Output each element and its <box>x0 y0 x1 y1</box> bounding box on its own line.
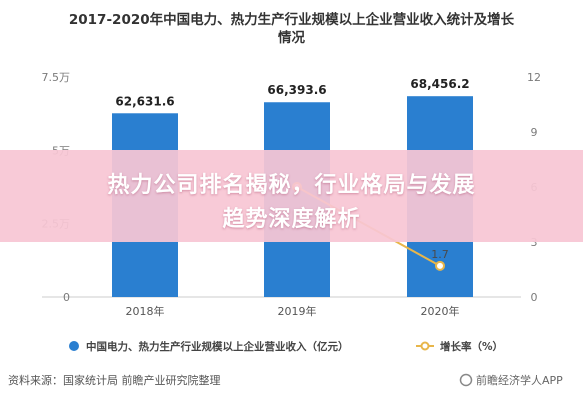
watermark-text: 前瞻经济学人APP <box>476 373 563 387</box>
y-left-tick-label: 7.5万 <box>42 71 71 84</box>
y-right-tick-label: 9 <box>531 126 538 139</box>
x-tick-label: 2018年 <box>126 304 165 318</box>
legend-line-marker-icon <box>420 341 430 351</box>
y-right-tick-label: 12 <box>527 71 541 84</box>
x-tick-label: 2019年 <box>278 304 317 318</box>
bar-data-label: 62,631.6 <box>115 94 174 108</box>
y-left-tick-label: 0 <box>63 291 70 304</box>
banner-line-1: 热力公司排名揭秘，行业格局与发展 <box>107 173 476 198</box>
watermark-logo-icon <box>459 373 473 387</box>
legend: 中国电力、热力生产行业规模以上企业营业收入（亿元） 增长率（%） <box>69 340 503 353</box>
overlay-banner: 热力公司排名揭秘，行业格局与发展 趋势深度解析 <box>0 150 583 242</box>
source-note: 资料来源：国家统计局 前瞻产业研究院整理 <box>8 373 221 387</box>
bar-data-label: 66,393.6 <box>267 83 326 97</box>
y-right-tick-label: 3 <box>531 236 538 249</box>
banner-line-2: 趋势深度解析 <box>222 207 361 232</box>
growth-rate-data-label: 1.7 <box>431 248 449 261</box>
chart-title-line2: 情况 <box>278 29 305 46</box>
legend-bar-marker-icon <box>69 341 79 351</box>
bar-data-label: 68,456.2 <box>410 77 469 91</box>
chart-title-line1: 2017-2020年中国电力、热力生产行业规模以上企业营业收入统计及增长 <box>69 11 515 28</box>
watermark: 前瞻经济学人APP <box>459 373 563 387</box>
legend-bar-label: 中国电力、热力生产行业规模以上企业营业收入（亿元） <box>86 340 349 353</box>
x-tick-label: 2020年 <box>421 304 460 318</box>
legend-line-label: 增长率（%） <box>440 340 503 353</box>
y-right-tick-label: 0 <box>531 291 538 304</box>
growth-rate-point <box>435 260 445 271</box>
